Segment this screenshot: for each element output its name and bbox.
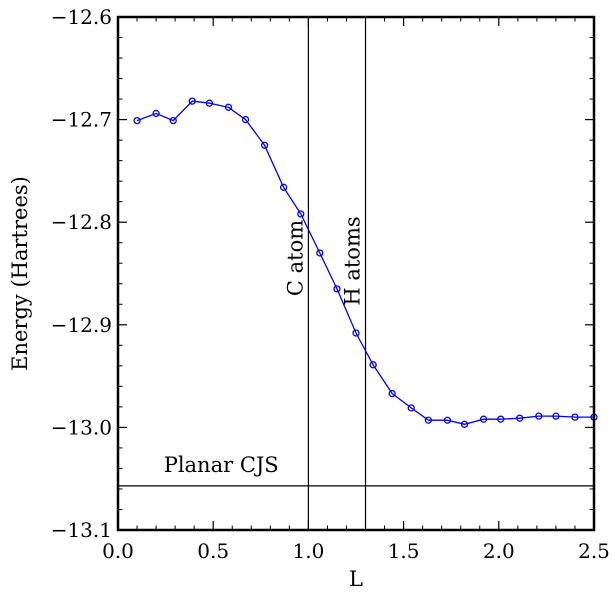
vertical-line-label: C atom (283, 220, 307, 296)
data-point (516, 414, 524, 422)
vertical-line-label: H atoms (341, 216, 365, 305)
data-point (152, 109, 160, 118)
data-point (407, 404, 415, 412)
data-point (479, 415, 488, 423)
y-tick-label: −13.1 (51, 518, 112, 542)
data-point (460, 420, 469, 428)
data-point (497, 415, 505, 423)
x-tick-label: 1.0 (292, 539, 324, 563)
data-point (571, 413, 579, 421)
x-tick-label: 0.0 (102, 539, 134, 563)
y-axis-title: Energy (Hartrees) (8, 176, 32, 371)
data-point (169, 116, 177, 125)
data-point (535, 412, 543, 420)
y-tick-label: −12.6 (51, 5, 112, 29)
data-point (443, 416, 452, 424)
data-point (188, 97, 196, 105)
y-tick-label: −12.8 (51, 210, 112, 234)
data-point (369, 361, 377, 369)
x-tick-label: 0.5 (197, 539, 229, 563)
data-point (241, 115, 250, 124)
data-point (333, 285, 341, 293)
y-tick-label: −12.9 (51, 313, 112, 337)
x-tick-label: 2.5 (578, 539, 610, 563)
data-point (297, 210, 305, 218)
data-point (205, 99, 214, 107)
data-point (388, 389, 396, 398)
plot-frame (116, 15, 596, 532)
x-tick-label: 1.5 (388, 539, 420, 563)
data-point (552, 412, 560, 420)
data-point (424, 416, 433, 424)
y-tick-label: −13.0 (51, 415, 112, 439)
x-axis-title: L (349, 567, 363, 591)
annotations: C atom H atoms Planar CJS (164, 216, 365, 477)
data-point (316, 249, 324, 257)
data-point (224, 103, 233, 111)
data-point (279, 183, 288, 191)
horizontal-line-label: Planar CJS (164, 453, 279, 477)
reference-lines (118, 17, 594, 530)
y-tick-label: −12.7 (51, 108, 112, 132)
data-point (133, 116, 141, 125)
data-point (260, 141, 269, 149)
data-point (352, 329, 360, 337)
tick-labels: 0.0 0.5 1.0 1.5 2.0 2.5 −12.6 −12.7 −12.8 −12.9 −1… (51, 5, 610, 563)
x-tick-label: 2.0 (483, 539, 515, 563)
